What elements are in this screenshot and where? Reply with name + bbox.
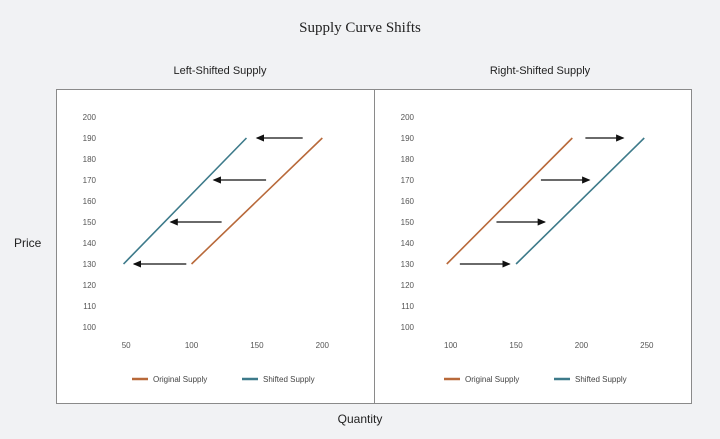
left-y-tick-label: 140 xyxy=(83,239,97,248)
left-x-tick-label: 100 xyxy=(185,341,199,350)
left-y-tick-label: 150 xyxy=(83,218,97,227)
left-x-tick-label: 200 xyxy=(316,341,330,350)
right-original-supply-line xyxy=(446,137,573,265)
x-axis-label: Quantity xyxy=(337,412,383,426)
right-y-tick-label: 100 xyxy=(401,323,415,332)
right-y-tick-label: 130 xyxy=(401,260,415,269)
right-panel-title: Right-Shifted Supply xyxy=(489,65,591,77)
left-shifted-supply-line xyxy=(122,137,248,265)
right-x-tick-label: 250 xyxy=(640,341,654,350)
right-y-tick-label: 140 xyxy=(401,239,415,248)
right-legend-label: Shifted Supply xyxy=(575,375,627,384)
left-original-supply-line xyxy=(190,137,323,265)
left-y-tick-label: 120 xyxy=(83,281,97,290)
left-y-tick-label: 100 xyxy=(83,323,97,332)
left-panel-title: Left-Shifted Supply xyxy=(173,65,267,77)
left-y-tick-label: 170 xyxy=(83,176,97,185)
left-y-tick-label: 160 xyxy=(83,197,97,206)
right-y-tick-label: 120 xyxy=(401,281,415,290)
chart-title: Supply Curve Shifts xyxy=(299,20,421,36)
right-y-tick-label: 180 xyxy=(401,155,415,164)
left-x-tick-label: 150 xyxy=(250,341,264,350)
right-y-tick-label: 200 xyxy=(401,113,415,122)
right-y-tick-label: 170 xyxy=(401,176,415,185)
right-legend-label: Original Supply xyxy=(465,375,519,384)
right-y-tick-label: 150 xyxy=(401,218,415,227)
left-x-tick-label: 50 xyxy=(122,341,131,350)
left-y-tick-label: 110 xyxy=(83,302,96,311)
panel-divider xyxy=(374,89,375,404)
right-shifted-supply-line xyxy=(515,137,645,265)
right-y-tick-label: 190 xyxy=(401,134,415,143)
left-y-tick-label: 180 xyxy=(83,155,97,164)
left-y-tick-label: 190 xyxy=(83,134,97,143)
right-x-tick-label: 150 xyxy=(509,341,523,350)
left-legend-label: Original Supply xyxy=(153,375,207,384)
right-y-tick-label: 110 xyxy=(401,302,414,311)
right-x-tick-label: 200 xyxy=(575,341,589,350)
y-axis-label: Price xyxy=(14,236,42,250)
right-x-tick-label: 100 xyxy=(444,341,458,350)
left-y-tick-label: 200 xyxy=(83,113,97,122)
left-legend-label: Shifted Supply xyxy=(263,375,315,384)
left-y-tick-label: 130 xyxy=(83,260,97,269)
right-y-tick-label: 160 xyxy=(401,197,415,206)
